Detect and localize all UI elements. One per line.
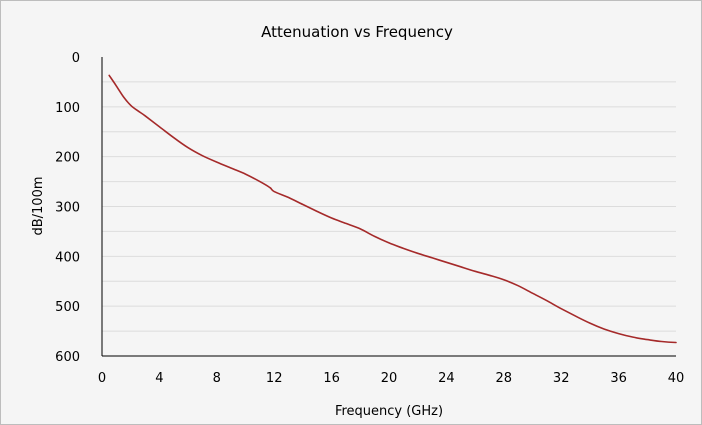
x-tick-label: 8	[213, 371, 221, 386]
y-tick-label: 600	[55, 350, 80, 365]
x-tick-label: 40	[668, 371, 685, 386]
attenuation-series-line	[108, 74, 677, 344]
chart-title: Attenuation vs Frequency	[261, 23, 453, 41]
x-tick-label: 24	[438, 371, 455, 386]
y-tick-label: 400	[55, 250, 80, 265]
y-axis-title: dB/100m	[31, 176, 46, 235]
x-axis-title: Frequency (GHz)	[335, 404, 443, 419]
x-tick-label: 12	[266, 371, 283, 386]
gridlines	[102, 81, 676, 332]
x-axis-tick-labels: 0 4 8 12 16 20 24 28 32 36 40	[98, 371, 684, 386]
x-tick-label: 32	[553, 371, 570, 386]
y-tick-label: 100	[55, 101, 80, 116]
y-tick-label: 0	[72, 51, 80, 66]
y-tick-label: 500	[55, 300, 80, 315]
x-tick-label: 0	[98, 371, 106, 386]
series-layer	[108, 74, 677, 344]
x-tick-label: 20	[381, 371, 398, 386]
y-tick-label: 300	[55, 201, 80, 216]
x-tick-label: 28	[496, 371, 513, 386]
y-axis-tick-labels: 0 100 200 300 400 500 600	[55, 51, 80, 365]
x-tick-label: 16	[323, 371, 340, 386]
x-tick-label: 36	[610, 371, 627, 386]
x-tick-label: 4	[155, 371, 163, 386]
y-tick-label: 200	[55, 151, 80, 166]
